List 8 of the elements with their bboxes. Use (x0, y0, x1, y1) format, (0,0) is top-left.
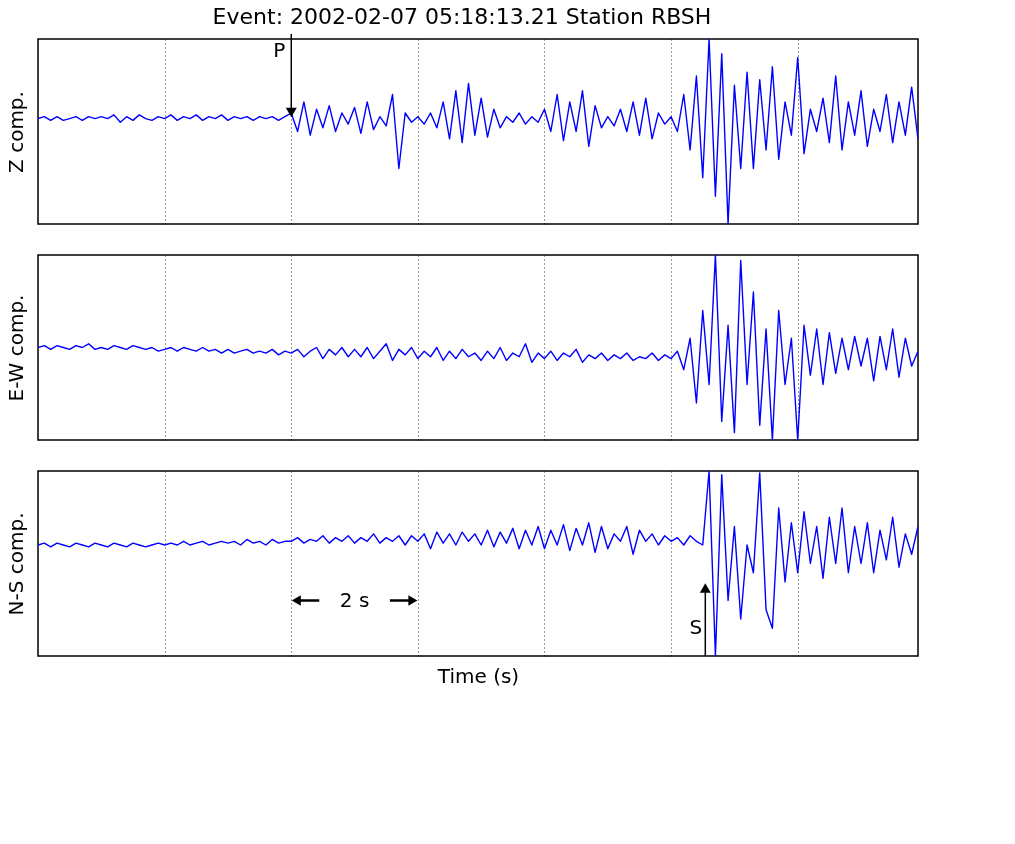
chart-title: Event: 2002-02-07 05:18:13.21 Station RBSH (212, 3, 712, 29)
y-axis-title: E-W comp. (3, 294, 28, 402)
annotation: 2 s (339, 587, 370, 612)
y-axis-title: Z comp. (3, 91, 28, 173)
annotation: S (689, 615, 703, 639)
annotation: P (273, 38, 286, 62)
y-axis-title: N-S comp. (3, 512, 28, 616)
x-axis-title: Time (s) (436, 664, 520, 688)
